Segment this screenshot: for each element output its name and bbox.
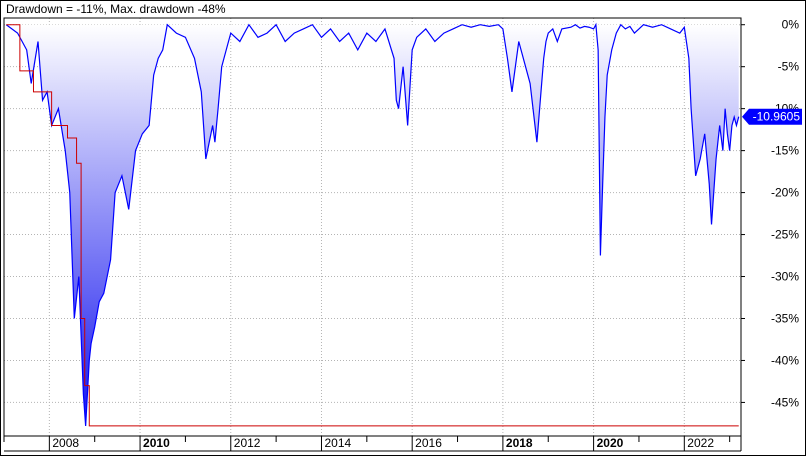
x-tick-label: 2018 [506, 436, 533, 450]
y-tick-label: -25% [771, 228, 799, 242]
y-tick-label: 0% [782, 18, 800, 32]
drawdown-series-line [5, 22, 740, 426]
max-drawdown-line [6, 24, 739, 427]
y-tick-label: -45% [771, 395, 799, 409]
y-tick-label: -20% [771, 186, 799, 200]
x-tick-label: 2012 [234, 436, 261, 450]
drawdown-area-fill [6, 24, 739, 426]
y-tick-label: -15% [771, 144, 799, 158]
x-tick-label: 2022 [687, 436, 714, 450]
x-tick-label: 2008 [52, 436, 79, 450]
x-axis: 2008 2010 2012 2014 2016 2018 2020 2022 [3, 436, 731, 451]
current-value-marker: -10.9605 [742, 108, 802, 125]
y-tick-label: -30% [771, 270, 799, 284]
x-tick-label: 2016 [415, 436, 442, 450]
y-tick-label: -5% [778, 60, 800, 74]
series-line-layer [5, 22, 740, 427]
plot-frame [3, 17, 742, 437]
x-tick-label: 2014 [324, 436, 351, 450]
chart-title: Drawdown = -11%, Max. drawdown -48% [6, 2, 226, 16]
current-value-badge [742, 108, 802, 125]
y-tick-label: -40% [771, 353, 799, 367]
y-tick-label: -35% [771, 311, 799, 325]
current-value-label: -10.9605 [753, 110, 801, 124]
drawdown-area-layer [6, 24, 739, 426]
x-tick-label: 2020 [597, 436, 624, 450]
x-tick-label: 2010 [143, 436, 170, 450]
